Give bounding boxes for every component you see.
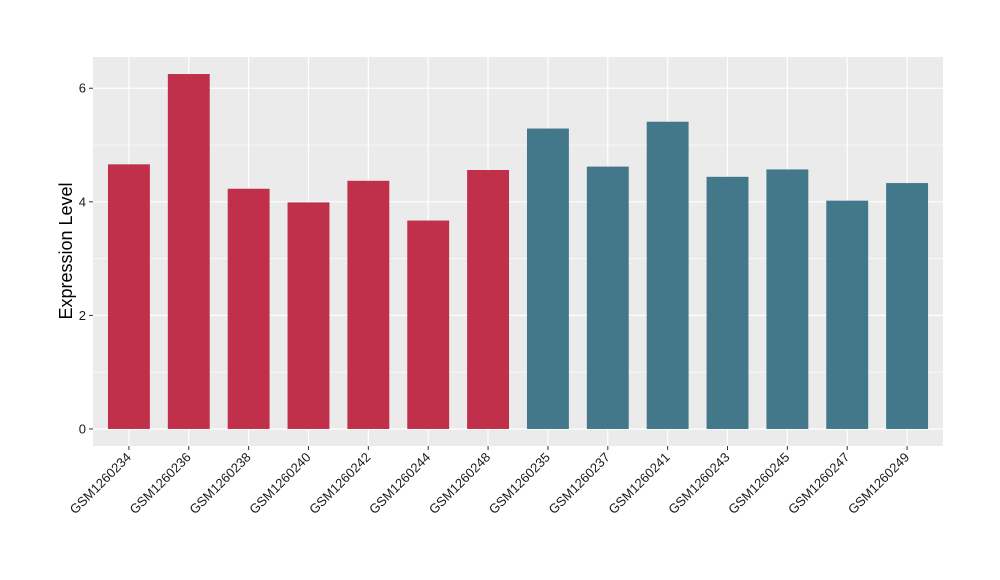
bar-GSM1260238	[227, 188, 270, 429]
bar-GSM1260243	[706, 176, 749, 429]
y-axis: 0 2 4 6	[79, 81, 93, 436]
bar-GSM1260247	[826, 200, 869, 429]
x-tick-label: GSM1260249	[845, 450, 912, 517]
x-tick-label: GSM1260245	[725, 450, 792, 517]
x-tick-label: GSM1260237	[546, 450, 613, 517]
x-tick-label: GSM1260242	[306, 450, 373, 517]
y-tick-label: 6	[79, 81, 86, 96]
x-tick-label: GSM1260241	[605, 450, 672, 517]
bars	[107, 74, 929, 429]
x-tick-label: GSM1260243	[665, 450, 732, 517]
y-axis-title: Expression Level	[56, 182, 76, 319]
bar-GSM1260248	[467, 170, 510, 429]
bar-GSM1260241	[646, 121, 689, 429]
x-tick-label: GSM1260240	[246, 450, 313, 517]
bar-GSM1260249	[886, 183, 929, 429]
x-tick-label: GSM1260244	[366, 450, 433, 517]
y-tick-label: 0	[79, 421, 86, 436]
bar-GSM1260236	[167, 74, 210, 429]
bar-GSM1260242	[347, 180, 390, 429]
x-tick-label: GSM1260238	[186, 450, 253, 517]
bar-GSM1260237	[586, 166, 629, 429]
bar-GSM1260234	[107, 164, 150, 429]
y-tick-label: 4	[79, 194, 86, 209]
bar-GSM1260240	[287, 202, 330, 429]
bar-GSM1260235	[526, 128, 569, 429]
y-tick-label: 2	[79, 308, 86, 323]
plot-panel	[93, 57, 943, 446]
x-tick-label: GSM1260248	[426, 450, 493, 517]
x-tick-label: GSM1260234	[67, 450, 134, 517]
bar-GSM1260244	[407, 220, 450, 429]
x-axis: GSM1260234GSM1260236GSM1260238GSM1260240…	[67, 446, 912, 517]
x-tick-label: GSM1260235	[486, 450, 553, 517]
bar-GSM1260245	[766, 169, 809, 429]
x-tick-label: GSM1260236	[127, 450, 194, 517]
x-tick-label: GSM1260247	[785, 450, 852, 517]
